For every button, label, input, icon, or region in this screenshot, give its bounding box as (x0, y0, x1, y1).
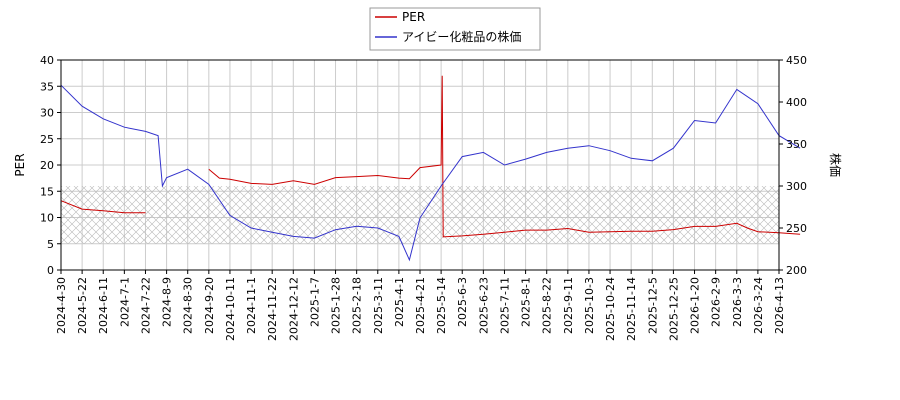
x-tick-label: 2024-11-22 (266, 277, 279, 341)
x-tick-label: 2025-3-11 (372, 277, 385, 334)
x-tick-label: 2025-11-14 (625, 277, 638, 341)
legend: PER アイビー化粧品の株価 (369, 7, 541, 51)
x-tick-label: 2024-4-30 (55, 277, 68, 334)
series-layer (60, 75, 801, 262)
y2-tick-label: 400 (786, 96, 807, 109)
y-tick-label: 10 (40, 212, 54, 225)
x-tick-label: 2026-3-24 (752, 277, 765, 334)
x-tick-label: 2025-2-18 (351, 277, 364, 334)
x-tick-label: 2025-1-28 (330, 277, 343, 334)
x-tick-label: 2025-10-3 (583, 277, 596, 334)
x-tick-label: 2025-8-1 (520, 277, 533, 327)
x-tick-label: 2026-2-9 (710, 277, 723, 327)
legend-label-per: PER (402, 10, 425, 24)
x-tick-label: 2025-6-3 (456, 277, 469, 327)
x-tick-label: 2024-9-20 (203, 277, 216, 334)
x-tick-label: 2024-8-9 (161, 277, 174, 327)
series-line-per (208, 75, 801, 238)
x-tick-label: 2024-11-1 (245, 277, 258, 334)
y-tick-label: 15 (40, 185, 54, 198)
series-line-price (60, 84, 801, 262)
y-tick-label: 40 (40, 54, 54, 67)
y-tick-label: 0 (47, 264, 54, 277)
series-line-per (60, 200, 146, 214)
y2-tick-label: 200 (786, 264, 807, 277)
x-tick-label: 2025-9-11 (562, 277, 575, 334)
y-tick-label: 30 (40, 107, 54, 120)
x-tick-label: 2024-5-22 (76, 277, 89, 334)
x-tick-label: 2025-10-24 (604, 277, 617, 341)
y-tick-label: 35 (40, 80, 54, 93)
x-tick-label: 2025-1-7 (308, 277, 321, 327)
y2-tick-label: 250 (786, 222, 807, 235)
x-tick-label: 2025-6-23 (477, 277, 490, 334)
left-axis: 0 5 10 15 20 25 30 35 40 (40, 54, 61, 277)
x-tick-label: 2025-5-14 (435, 277, 448, 334)
x-tick-label: 2024-7-1 (118, 277, 131, 327)
y2-tick-label: 450 (786, 54, 807, 67)
y-axis-label: PER (13, 153, 27, 176)
y2-tick-label: 350 (786, 138, 807, 151)
y-tick-label: 20 (40, 159, 54, 172)
x-tick-label: 2024-8-30 (182, 277, 195, 334)
reference-band (61, 186, 779, 244)
x-tick-label: 2025-12-5 (646, 277, 659, 334)
x-tick-label: 2024-6-11 (97, 277, 110, 334)
x-axis: 2024-4-30 2024-5-22 2024-6-11 2024-7-1 2024-… (55, 270, 786, 341)
x-tick-label: 2026-1-20 (689, 277, 702, 334)
legend-box (369, 7, 541, 51)
x-tick-label: 2026-3-3 (731, 277, 744, 327)
y2-tick-label: 300 (786, 180, 807, 193)
x-tick-label: 2026-4-13 (773, 277, 786, 334)
y2-axis-label: 株価 (828, 153, 843, 177)
legend-label-price: アイビー化粧品の株価 (402, 29, 521, 44)
x-tick-label: 2024-10-11 (224, 277, 237, 341)
x-tick-label: 2025-12-25 (667, 277, 680, 341)
x-tick-label: 2025-4-1 (393, 277, 406, 327)
x-tick-label: 2024-7-22 (139, 277, 152, 334)
y-tick-label: 25 (40, 133, 54, 146)
x-tick-label: 2025-8-22 (541, 277, 554, 334)
y-tick-label: 5 (47, 238, 54, 251)
x-tick-label: 2025-7-11 (498, 277, 511, 334)
x-tick-label: 2025-4-21 (414, 277, 427, 334)
x-tick-label: 2024-12-12 (287, 277, 300, 341)
right-axis: 200 250 300 350 400 450 (779, 54, 807, 277)
